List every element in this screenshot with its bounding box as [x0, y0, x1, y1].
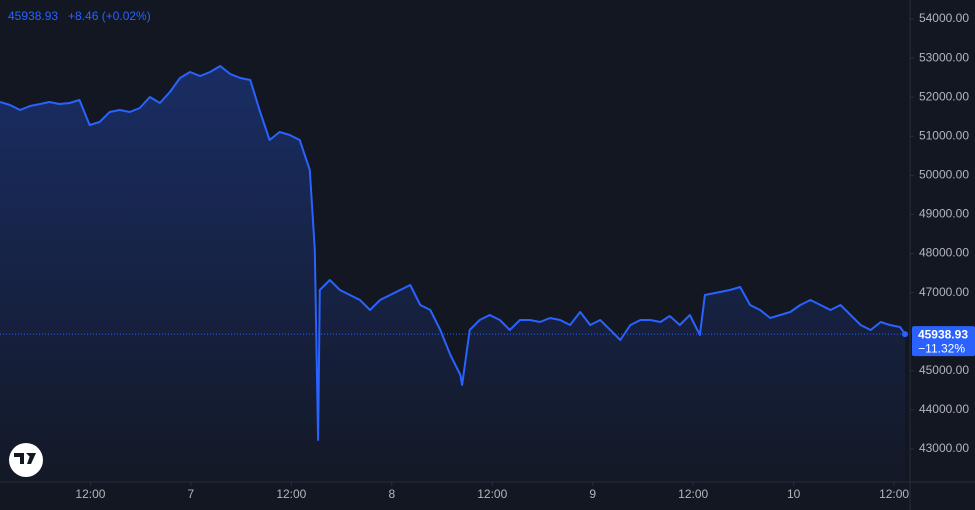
- price-label-box: [912, 326, 975, 357]
- y-tick-label: 43000.00: [919, 441, 969, 455]
- plot-area: [0, 65, 910, 482]
- x-tick-label: 10: [787, 487, 801, 501]
- y-tick-label: 51000.00: [919, 128, 969, 142]
- x-tick-label: 12:00: [678, 487, 708, 501]
- x-tick-label: 12:00: [75, 487, 105, 501]
- y-tick-label: 53000.00: [919, 50, 969, 64]
- x-tick-label: 12:00: [276, 487, 306, 501]
- x-tick-label: 12:00: [477, 487, 507, 501]
- y-tick-label: 52000.00: [919, 89, 969, 103]
- x-tick-label: 7: [188, 487, 195, 501]
- header-change: +8.46 (+0.02%): [68, 9, 151, 23]
- logo: [9, 443, 43, 477]
- last-price-dot: [901, 331, 908, 338]
- x-tick-label: 12:00: [879, 487, 909, 501]
- header-price: 45938.93: [8, 9, 58, 23]
- price-change-label: −11.32%: [918, 341, 965, 355]
- area-fill: [0, 66, 905, 482]
- y-tick-label: 48000.00: [919, 246, 969, 260]
- price-label: 45938.93: [918, 327, 968, 341]
- y-tick-label: 49000.00: [919, 207, 969, 221]
- x-tick-label: 9: [589, 487, 596, 501]
- y-tick-label: 45000.00: [919, 363, 969, 377]
- x-tick-label: 8: [388, 487, 395, 501]
- y-tick-label: 47000.00: [919, 285, 969, 299]
- y-tick-label: 54000.00: [919, 11, 969, 25]
- y-tick-label: 44000.00: [919, 402, 969, 416]
- y-tick-label: 50000.00: [919, 168, 969, 182]
- price-line: [0, 65, 906, 441]
